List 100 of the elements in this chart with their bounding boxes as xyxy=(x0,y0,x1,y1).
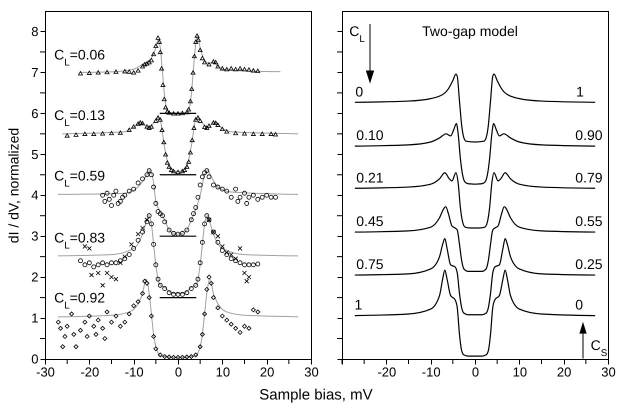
point xyxy=(202,222,207,226)
point xyxy=(188,150,193,154)
point xyxy=(196,276,200,282)
point xyxy=(224,67,230,72)
y-tick-label: 7 xyxy=(31,64,38,80)
point xyxy=(100,192,106,198)
point xyxy=(176,170,180,174)
point xyxy=(74,132,78,137)
point xyxy=(96,70,101,75)
annotation: 0 xyxy=(575,296,584,313)
point xyxy=(114,69,118,74)
point xyxy=(211,182,216,188)
point xyxy=(158,50,163,54)
point xyxy=(213,60,218,64)
point xyxy=(153,346,158,352)
point xyxy=(182,168,188,172)
point xyxy=(242,262,247,268)
point xyxy=(202,60,207,64)
point xyxy=(166,164,172,169)
point xyxy=(136,121,140,126)
point xyxy=(202,124,207,129)
annotation: 0.90 xyxy=(575,127,603,144)
y-tick-label: 3 xyxy=(31,228,38,244)
point xyxy=(202,170,207,176)
point xyxy=(162,354,168,359)
point xyxy=(78,258,83,264)
point xyxy=(211,120,216,124)
point xyxy=(120,194,125,200)
point xyxy=(166,290,172,296)
point xyxy=(211,295,216,300)
point xyxy=(160,82,166,87)
point xyxy=(126,69,132,74)
y-tick-label: 5 xyxy=(31,146,38,162)
point xyxy=(200,56,205,60)
point xyxy=(204,168,210,174)
point xyxy=(144,280,150,286)
point xyxy=(193,205,198,210)
point xyxy=(246,326,252,331)
point xyxy=(171,230,176,236)
point xyxy=(62,334,68,339)
annotation: C$_{L}$=0.59 xyxy=(54,168,106,190)
point xyxy=(86,260,92,266)
point xyxy=(166,228,172,232)
point xyxy=(162,286,168,291)
point xyxy=(193,352,198,358)
point xyxy=(196,194,200,200)
point xyxy=(204,126,210,130)
point xyxy=(264,192,270,198)
annotation: 0 xyxy=(355,83,364,100)
annotation: C$_{L}$=0.92 xyxy=(54,290,106,312)
point xyxy=(100,131,106,136)
point xyxy=(224,129,230,134)
point xyxy=(91,132,96,136)
point xyxy=(202,312,207,316)
point xyxy=(198,182,203,188)
point xyxy=(126,312,132,316)
annotation: 0.79 xyxy=(575,169,603,186)
point xyxy=(86,314,92,318)
point xyxy=(109,320,114,325)
annotation: 0.10 xyxy=(356,127,384,144)
point xyxy=(204,287,210,292)
point xyxy=(246,262,252,268)
point xyxy=(184,228,190,232)
point xyxy=(142,62,148,66)
point xyxy=(122,254,128,260)
point xyxy=(140,291,145,296)
point xyxy=(166,354,172,359)
point xyxy=(233,130,238,136)
point xyxy=(131,246,136,251)
point xyxy=(109,130,114,136)
point xyxy=(69,312,74,316)
point xyxy=(136,299,140,304)
point xyxy=(129,242,134,247)
y-tick-label: 6 xyxy=(31,106,38,121)
point xyxy=(200,240,205,245)
point xyxy=(168,168,174,172)
point xyxy=(244,278,250,284)
point xyxy=(206,124,212,128)
point xyxy=(156,209,160,214)
point xyxy=(164,160,170,165)
point xyxy=(146,295,152,300)
point xyxy=(96,262,101,268)
point xyxy=(136,238,140,243)
annotation: 0.75 xyxy=(356,256,384,272)
y-tick-label: 2 xyxy=(31,270,38,285)
point xyxy=(255,310,260,314)
point xyxy=(158,117,163,122)
annotation: C$_{L}$=0.83 xyxy=(54,229,106,251)
point xyxy=(196,115,200,120)
point xyxy=(151,52,156,56)
point xyxy=(220,126,225,132)
point xyxy=(142,278,148,284)
point xyxy=(118,324,123,329)
point xyxy=(250,262,256,268)
point xyxy=(118,198,123,204)
point xyxy=(156,35,160,40)
point xyxy=(238,330,242,335)
point xyxy=(78,71,83,76)
point xyxy=(116,201,121,206)
point xyxy=(180,354,185,359)
